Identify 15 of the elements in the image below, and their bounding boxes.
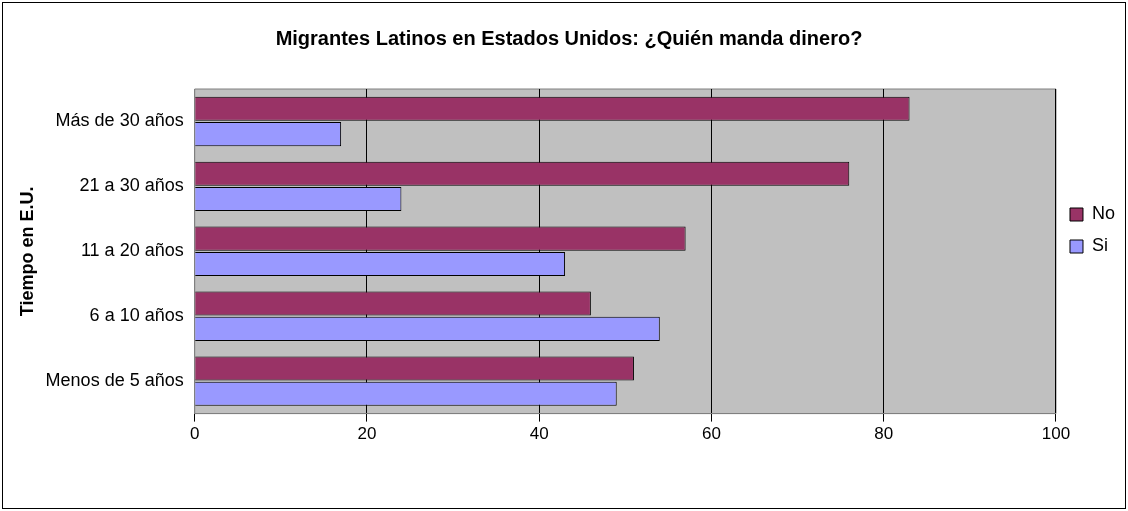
y-tick-label: 11 a 20 años — [80, 240, 184, 261]
y-axis-title: Tiempo en E.U. — [16, 186, 37, 317]
x-tick-label: 100 — [1041, 424, 1071, 444]
legend-label: Si — [1091, 235, 1109, 256]
y-tick-label: 6 a 10 años — [89, 305, 184, 326]
legend-label: No — [1091, 203, 1116, 224]
y-tick-label: Más de 30 años — [55, 110, 184, 131]
y-tick-label: Menos de 5 años — [45, 370, 184, 391]
chart-title: Migrantes Latinos en Estados Unidos: ¿Quién manda dinero? — [275, 26, 863, 49]
x-tick-label: 60 — [702, 424, 721, 444]
y-tick-label: 21 a 30 años — [79, 175, 184, 196]
x-tick-label: 40 — [529, 424, 549, 444]
x-tick-label: 20 — [357, 424, 377, 444]
x-tick-label: 0 — [189, 424, 200, 444]
x-tick-label: 80 — [874, 424, 894, 444]
